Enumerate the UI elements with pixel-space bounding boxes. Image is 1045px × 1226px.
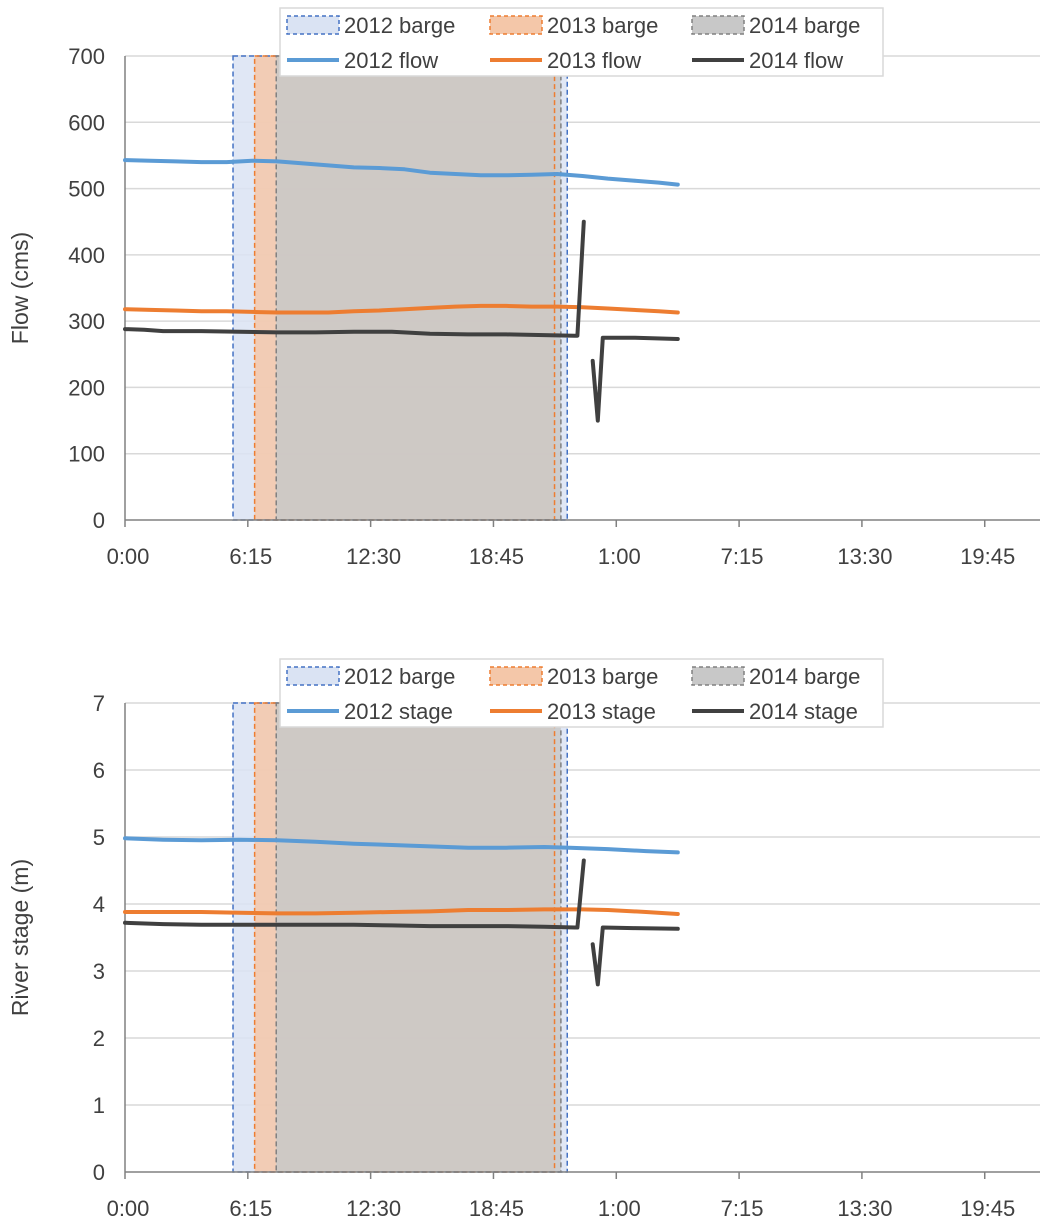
- y-tick-label: 3: [93, 959, 105, 984]
- legend-label: 2012 flow: [344, 48, 438, 73]
- y-tick-label: 0: [93, 1160, 105, 1185]
- x-tick-label: 18:45: [469, 1196, 524, 1221]
- x-tick-label: 1:00: [598, 544, 641, 569]
- flow-chart: 0 100 200 300 400 500 600 700 0:00 6:15 12:30 18:45…: [7, 7, 1040, 569]
- y-axis-title: Flow (cms): [7, 232, 33, 344]
- y-tick-label: 2: [93, 1026, 105, 1051]
- y-tick-label: 0: [93, 508, 105, 533]
- series-line-2: [590, 925, 680, 987]
- legend-label: 2013 flow: [547, 48, 641, 73]
- x-tick-label: 18:45: [469, 544, 524, 569]
- barge-period-2: [276, 703, 561, 1172]
- legend-swatch-barge-1: [489, 666, 543, 686]
- x-tick-label: 6:15: [229, 544, 272, 569]
- x-tick-label: 19:45: [960, 1196, 1015, 1221]
- y-tick-label: 600: [68, 110, 105, 135]
- legend-swatch-barge-2: [691, 666, 745, 686]
- series-line-0: [123, 836, 680, 855]
- legend-label: 2014 flow: [749, 48, 843, 73]
- y-tick-label: 7: [93, 691, 105, 716]
- legend-box: [279, 658, 884, 728]
- x-tick-label: 7:15: [721, 544, 764, 569]
- series-line-2: [123, 858, 586, 930]
- x-tick-label: 6:15: [229, 1196, 272, 1221]
- legend-label: 2013 barge: [547, 13, 658, 38]
- y-tick-label: 300: [68, 309, 105, 334]
- series-line-0: [123, 158, 680, 187]
- x-tick-label: 0:00: [107, 1196, 150, 1221]
- y-tick-label: 1: [93, 1093, 105, 1118]
- barge-period-2: [276, 56, 561, 520]
- river-stage-chart: 0 1 2 3 4 5 6 7 0:00 6:15 12:30 18:45 1:00 7:15 13:30 1…: [7, 658, 1040, 1221]
- legend-box: [279, 7, 884, 77]
- x-tick-label: 13:30: [837, 544, 892, 569]
- legend-label: 2014 stage: [749, 699, 858, 724]
- legend-swatch-barge-1: [489, 15, 543, 35]
- legend-label: 2012 barge: [344, 13, 455, 38]
- legend-swatch-barge-0: [286, 666, 340, 686]
- legend-label: 2012 barge: [344, 664, 455, 689]
- barge-period-border-2: [275, 702, 562, 1173]
- x-tick-label: 0:00: [107, 544, 150, 569]
- y-tick-label: 4: [93, 892, 105, 917]
- y-tick-label: 6: [93, 758, 105, 783]
- x-tick-label: 1:00: [598, 1196, 641, 1221]
- x-tick-label: 12:30: [346, 1196, 401, 1221]
- y-tick-label: 5: [93, 825, 105, 850]
- series-line-1: [123, 907, 680, 916]
- x-tick-label: 19:45: [960, 544, 1015, 569]
- legend-swatch-barge-2: [691, 15, 745, 35]
- y-tick-label: 200: [68, 375, 105, 400]
- x-tick-label: 13:30: [837, 1196, 892, 1221]
- y-tick-label: 400: [68, 243, 105, 268]
- y-tick-label: 500: [68, 177, 105, 202]
- x-tick-label: 7:15: [721, 1196, 764, 1221]
- series-line-2: [123, 219, 586, 338]
- series-line-2: [590, 335, 680, 423]
- legend-label: 2014 barge: [749, 13, 860, 38]
- legend-label: 2012 stage: [344, 699, 453, 724]
- y-tick-label: 100: [68, 442, 105, 467]
- legend-label: 2013 stage: [547, 699, 656, 724]
- legend-label: 2013 barge: [547, 664, 658, 689]
- series-line-1: [123, 303, 680, 315]
- legend-swatch-barge-0: [286, 15, 340, 35]
- y-axis-title: River stage (m): [7, 859, 33, 1016]
- barge-period-border-0: [232, 55, 568, 521]
- legend-label: 2014 barge: [749, 664, 860, 689]
- x-tick-label: 12:30: [346, 544, 401, 569]
- y-tick-label: 700: [68, 44, 105, 69]
